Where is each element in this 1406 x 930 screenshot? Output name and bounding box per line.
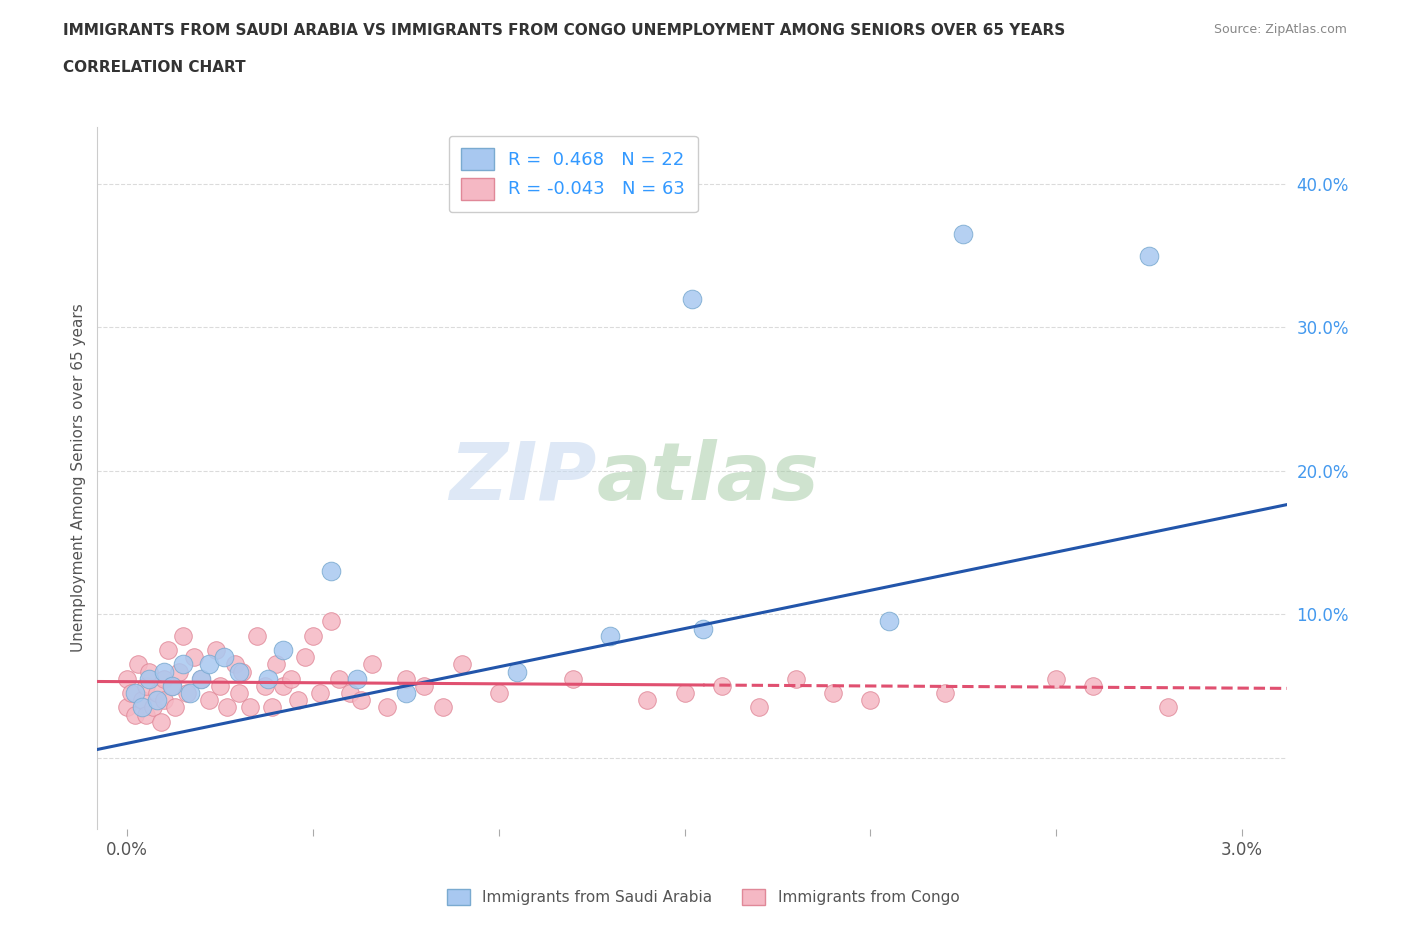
Point [395,685,418,700]
Point [153,693,176,708]
Point [1156,700,1178,715]
Point [395,671,418,686]
Legend: R =  0.468   N = 22, R = -0.043   N = 63: R = 0.468 N = 22, R = -0.043 N = 63 [449,136,697,212]
Point [413,679,436,694]
Text: ZIP: ZIP [450,439,596,517]
Point [138,664,160,679]
Point [138,671,160,686]
Point [346,671,368,686]
Point [823,685,845,700]
Point [190,671,212,686]
Point [167,664,190,679]
Point [599,629,621,644]
Point [198,693,221,708]
Point [131,700,153,715]
Point [321,564,343,578]
Point [506,664,529,679]
Point [450,657,472,671]
Point [179,685,201,700]
Point [208,679,231,694]
Point [271,679,294,694]
Text: atlas: atlas [596,439,820,517]
Text: CORRELATION CHART: CORRELATION CHART [63,60,246,75]
Point [160,679,183,694]
Point [212,650,235,665]
Point [228,664,250,679]
Point [228,685,250,700]
Point [934,685,956,700]
Point [156,643,179,658]
Point [280,671,302,686]
Legend: Immigrants from Saudi Arabia, Immigrants from Congo: Immigrants from Saudi Arabia, Immigrants… [439,882,967,913]
Point [165,700,187,715]
Point [160,679,183,694]
Point [224,657,246,671]
Point [271,643,294,658]
Y-axis label: Unemployment Among Seniors over 65 years: Unemployment Among Seniors over 65 years [72,303,86,652]
Point [328,671,350,686]
Point [488,685,510,700]
Point [217,700,239,715]
Point [350,693,373,708]
Point [681,291,703,306]
Point [1045,671,1067,686]
Point [1137,248,1160,263]
Point [562,671,585,686]
Point [198,657,221,671]
Point [257,671,280,686]
Point [135,679,157,694]
Point [636,693,658,708]
Point [142,700,165,715]
Point [231,664,253,679]
Point [205,643,228,658]
Point [115,700,138,715]
Point [183,650,205,665]
Point [952,227,974,242]
Point [172,657,194,671]
Point [124,707,146,722]
Point [260,700,283,715]
Point [127,657,149,671]
Point [287,693,309,708]
Point [785,671,807,686]
Point [710,679,733,694]
Point [124,685,146,700]
Point [361,657,384,671]
Point [239,700,262,715]
Point [120,685,142,700]
Point [877,614,900,629]
Point [149,714,172,729]
Point [294,650,316,665]
Point [253,679,276,694]
Point [302,629,325,644]
Point [339,685,361,700]
Point [309,685,332,700]
Point [153,671,176,686]
Point [246,629,269,644]
Text: IMMIGRANTS FROM SAUDI ARABIA VS IMMIGRANTS FROM CONGO UNEMPLOYMENT AMONG SENIORS: IMMIGRANTS FROM SAUDI ARABIA VS IMMIGRAN… [63,23,1066,38]
Point [115,671,138,686]
Point [673,685,696,700]
Point [748,700,770,715]
Point [321,614,343,629]
Point [264,657,287,671]
Point [190,671,212,686]
Point [146,693,169,708]
Point [153,664,176,679]
Point [859,693,882,708]
Point [692,621,714,636]
Point [146,685,169,700]
Point [172,629,194,644]
Point [135,707,157,722]
Point [1083,679,1105,694]
Point [432,700,454,715]
Text: Source: ZipAtlas.com: Source: ZipAtlas.com [1213,23,1347,36]
Point [131,693,153,708]
Point [375,700,398,715]
Point [176,685,198,700]
